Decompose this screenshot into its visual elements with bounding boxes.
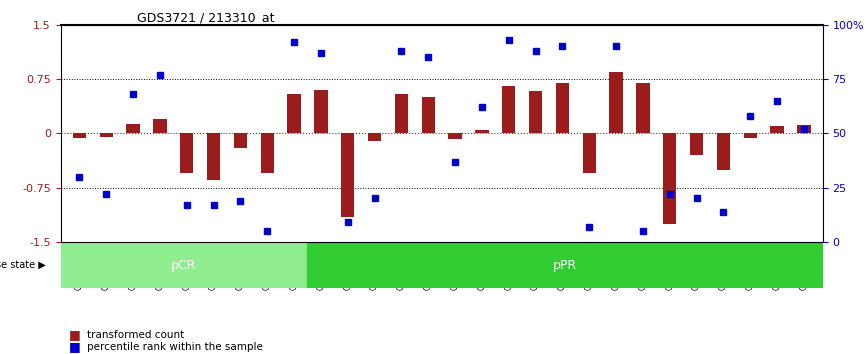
Bar <box>583 133 596 173</box>
Bar <box>307 242 823 289</box>
Bar <box>180 133 193 173</box>
Bar <box>61 242 307 289</box>
Bar <box>368 133 381 141</box>
Bar <box>234 133 247 148</box>
Bar <box>341 133 354 217</box>
Bar <box>422 97 435 133</box>
Bar <box>798 125 811 133</box>
Bar <box>261 133 274 173</box>
Bar <box>153 119 166 133</box>
Bar <box>73 133 86 138</box>
Text: percentile rank within the sample: percentile rank within the sample <box>87 342 262 352</box>
Bar <box>771 126 784 133</box>
Text: disease state ▶: disease state ▶ <box>0 260 45 270</box>
Bar <box>449 133 462 139</box>
Bar <box>529 91 542 133</box>
Bar <box>314 90 327 133</box>
Bar <box>690 133 703 155</box>
Text: transformed count: transformed count <box>87 330 184 339</box>
Bar <box>663 133 676 224</box>
Bar <box>207 133 220 181</box>
Bar <box>288 93 301 133</box>
Text: GDS3721 / 213310_at: GDS3721 / 213310_at <box>137 11 275 24</box>
Text: pCR: pCR <box>171 259 197 272</box>
Text: ■: ■ <box>69 328 81 341</box>
Bar <box>744 133 757 138</box>
Text: pPR: pPR <box>553 259 577 272</box>
Bar <box>717 133 730 170</box>
Text: ■: ■ <box>69 341 81 353</box>
Bar <box>126 124 139 133</box>
Bar <box>475 130 488 133</box>
Bar <box>502 86 515 133</box>
Bar <box>556 83 569 133</box>
Bar <box>395 93 408 133</box>
Bar <box>610 72 623 133</box>
Bar <box>637 83 650 133</box>
Bar <box>100 133 113 137</box>
